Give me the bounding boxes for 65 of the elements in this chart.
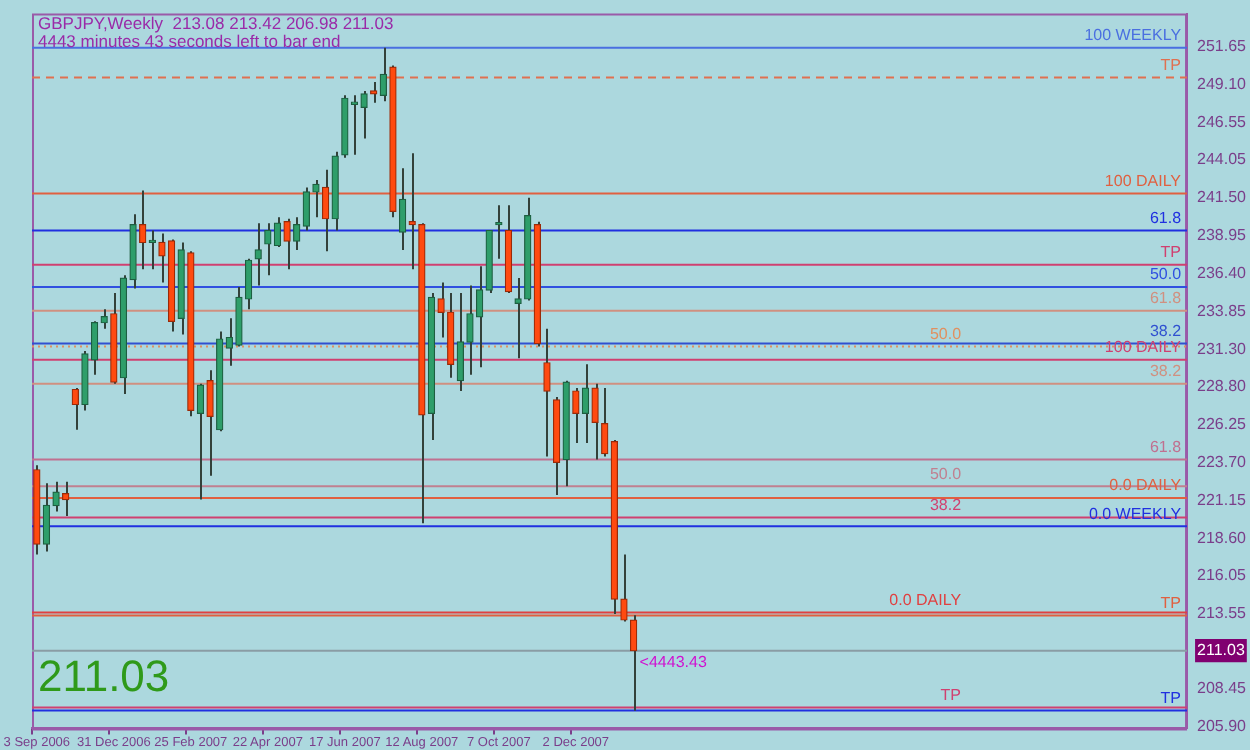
candlestick: [283, 217, 291, 271]
ref-line-label: 100 DAILY: [1104, 171, 1183, 190]
candlestick: [379, 46, 387, 103]
text: 4443 minutes 43 seconds left to bar end: [38, 30, 341, 51]
candlestick: [42, 482, 51, 553]
annotation: 50.0: [929, 464, 963, 483]
annotation: 38.2: [1149, 362, 1183, 381]
y-tick-label: 238.95: [1197, 226, 1248, 245]
ref-line-label: 100 DAILY: [1104, 338, 1183, 357]
ref-line-label: TP: [1160, 55, 1182, 74]
y-tick-label: 231.30: [1197, 339, 1248, 358]
candlestick: [398, 167, 407, 251]
annotation: 211.03: [38, 650, 170, 701]
candlestick: [139, 189, 147, 271]
candlestick: [437, 281, 445, 339]
y-tick-label: 228.80: [1197, 377, 1248, 396]
y-tick-label: 251.65: [1197, 37, 1248, 56]
ref-line-label: 100 WEEKLY: [1084, 26, 1183, 45]
y-tick-label: 244.05: [1197, 150, 1248, 169]
ref-line-label: TP: [1160, 688, 1182, 707]
candlestick: [273, 216, 282, 248]
candlestick: [254, 222, 262, 287]
candlestick: [629, 614, 638, 712]
candlestick: [71, 387, 79, 431]
annotation: <4443.43: [639, 653, 708, 672]
y-tick-label: 233.85: [1197, 301, 1248, 320]
annotation: 50.0: [1149, 265, 1183, 284]
y-tick-label: 246.55: [1197, 113, 1248, 132]
annotation: 38.2: [929, 495, 963, 514]
y-tick-label: 223.70: [1197, 452, 1248, 471]
y-tick-label: 226.25: [1197, 414, 1248, 433]
chart-title: GBPJPY,Weekly 213.08 213.42 206.98 211.03: [38, 12, 394, 33]
ref-line-label: 0.0 DAILY: [1109, 476, 1183, 495]
y-tick-label: 249.10: [1197, 75, 1248, 94]
candlestick: [196, 382, 205, 501]
candlestick: [370, 80, 378, 104]
candlestick: [591, 382, 599, 461]
y-tick-label: 236.40: [1197, 264, 1248, 283]
ref-line-label: TP: [1160, 243, 1182, 262]
y-tick-label: 208.45: [1197, 679, 1248, 698]
annotation: 61.8: [1149, 437, 1183, 456]
candlestick: [475, 265, 484, 369]
y-tick-label: 218.60: [1197, 528, 1248, 547]
y-tick-label: 241.50: [1197, 188, 1248, 207]
candlestick: [321, 168, 330, 253]
candlestick: [572, 387, 580, 445]
candlestick: [206, 369, 214, 477]
y-tick-label: 213.55: [1197, 603, 1248, 622]
y-tick-label: 211.03: [1197, 641, 1246, 660]
y-tick-label: 216.05: [1197, 566, 1248, 585]
annotation: 61.8: [1149, 208, 1183, 227]
annotation: 50.0: [929, 324, 963, 343]
ref-line-label: TP: [1160, 593, 1182, 612]
annotation: 38.2: [1149, 321, 1183, 340]
annotation: 61.8: [1149, 289, 1183, 308]
candlestick: [312, 179, 320, 219]
candlestick: [62, 480, 70, 517]
candlestick: [514, 277, 522, 360]
candlestick: [408, 152, 416, 271]
candlestick: [581, 363, 590, 445]
y-tick-label: 205.90: [1197, 717, 1248, 736]
candlestick: [456, 291, 464, 393]
ref-line-label: 0.0 DAILY: [889, 590, 963, 609]
ref-line-label: TP: [940, 686, 962, 704]
y-tick-label: 221.15: [1197, 490, 1248, 509]
